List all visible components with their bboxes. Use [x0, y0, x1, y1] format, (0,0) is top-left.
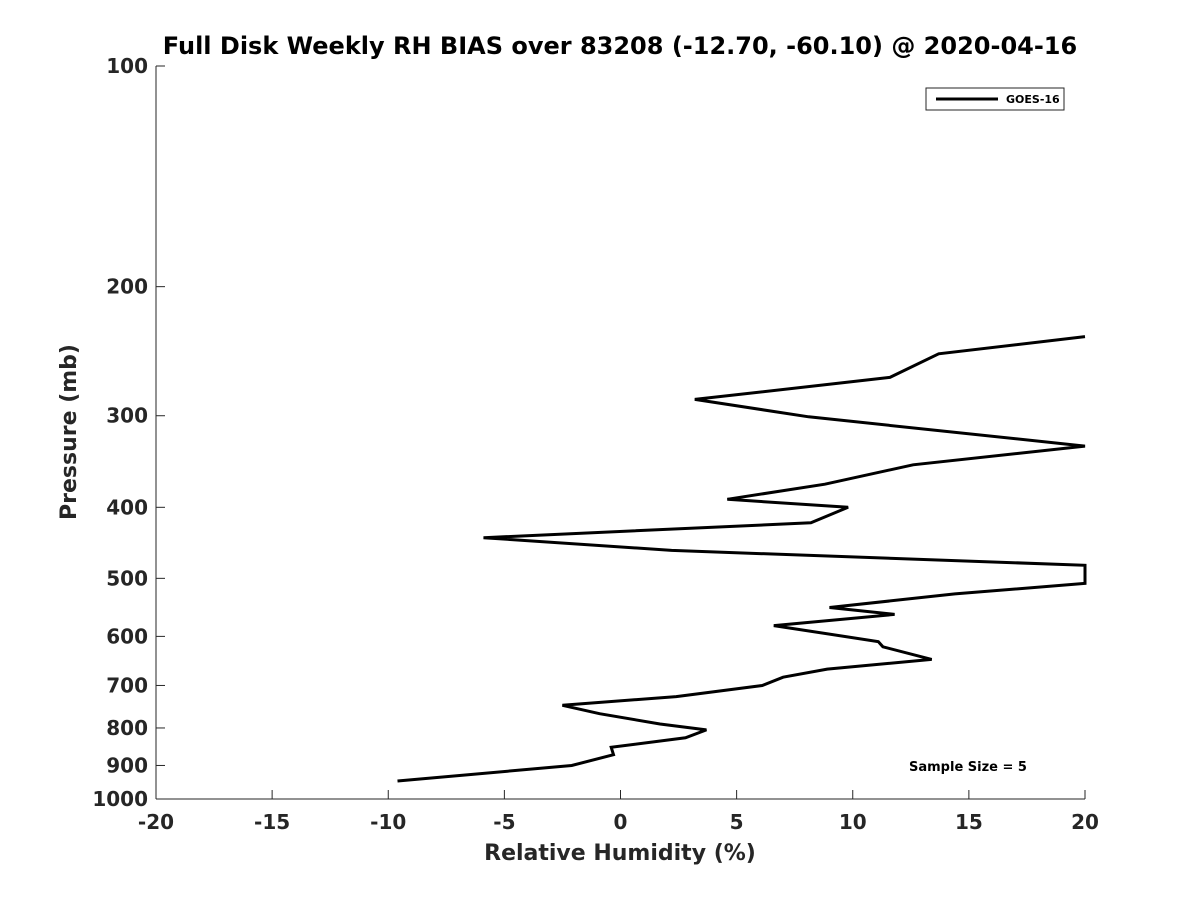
y-tick-label: 900: [106, 753, 148, 777]
chart-title: Full Disk Weekly RH BIAS over 83208 (-12…: [163, 32, 1077, 60]
y-axis-label: Pressure (mb): [57, 344, 82, 520]
series-line-goes-16: [397, 335, 1087, 783]
y-tick-label: 400: [106, 495, 148, 519]
legend-label-goes-16: GOES-16: [1006, 93, 1060, 106]
x-tick-label: -5: [493, 810, 515, 834]
sample-size-annotation: Sample Size = 5: [909, 760, 1027, 775]
y-tick-label: 600: [106, 624, 148, 648]
x-tick-label: -15: [254, 810, 290, 834]
x-tick-label: 20: [1071, 810, 1099, 834]
x-tick-label: 15: [955, 810, 983, 834]
x-tick-label: -20: [138, 810, 174, 834]
x-tick-label: -10: [370, 810, 406, 834]
legend: GOES-16: [925, 87, 1065, 111]
y-tick-label: 1000: [92, 787, 148, 811]
y-tick-label: 800: [106, 716, 148, 740]
y-tick-label: 100: [106, 54, 148, 78]
x-tick-label: 0: [614, 810, 628, 834]
x-tick-label: 10: [839, 810, 867, 834]
y-tick-label: 300: [106, 404, 148, 428]
y-tick-label: 500: [106, 566, 148, 590]
y-tick-label: 700: [106, 673, 148, 697]
x-axis-label: Relative Humidity (%): [484, 841, 756, 866]
x-tick-label: 5: [730, 810, 744, 834]
y-axis-ticks: 100 200 300 400 500 600 700 800 900 1000: [92, 54, 165, 811]
x-axis-ticks: -20 -15 -10 -5 0 5 10 15 20: [138, 790, 1099, 834]
y-tick-label: 200: [106, 275, 148, 299]
series-layer: [397, 335, 1087, 783]
